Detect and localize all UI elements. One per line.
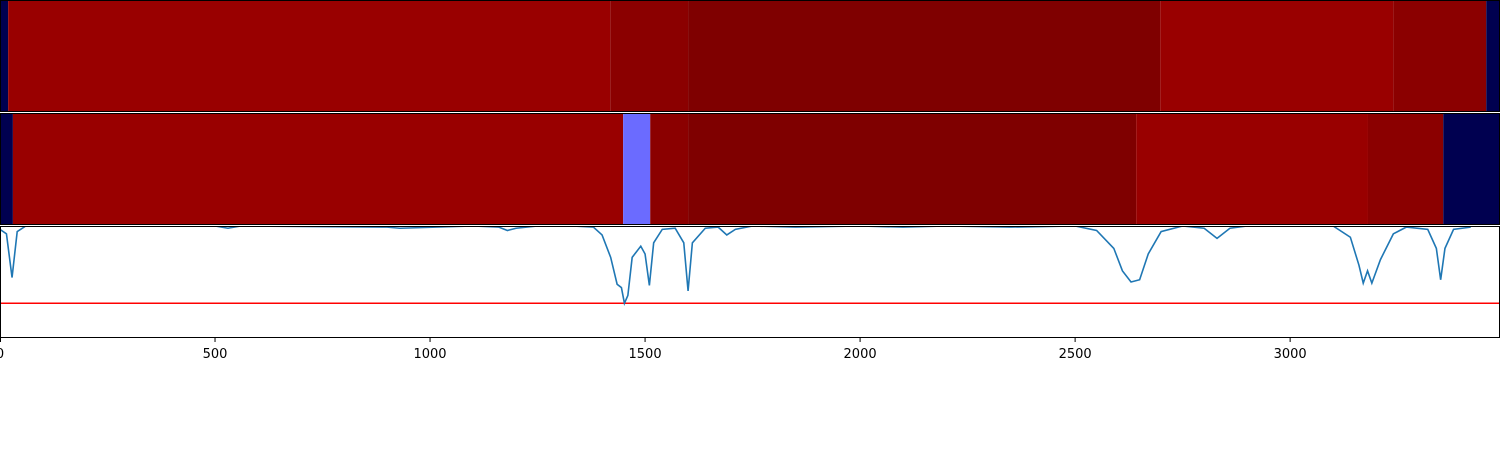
x-tick-label: 2000 <box>844 347 877 362</box>
segment <box>12 113 624 225</box>
segment <box>1136 113 1368 225</box>
x-tick-label: 2500 <box>1059 347 1092 362</box>
segment <box>0 113 13 225</box>
segment <box>1486 0 1500 112</box>
segment <box>1367 113 1444 225</box>
x-tick-label: 500 <box>203 347 228 362</box>
x-tick-label: 0 <box>0 347 4 362</box>
segment <box>0 0 9 112</box>
segment <box>688 0 1161 112</box>
segment <box>1393 0 1487 112</box>
panel-frame <box>0 226 1500 338</box>
segment <box>1160 0 1394 112</box>
segment <box>688 113 1137 225</box>
data-line <box>0 226 1471 306</box>
segment <box>1443 113 1500 225</box>
x-tick-label: 1000 <box>413 347 446 362</box>
segment <box>650 113 689 225</box>
x-tick-label: 3000 <box>1274 347 1307 362</box>
x-tick-label: 1500 <box>629 347 662 362</box>
segment <box>610 0 689 112</box>
segment <box>623 113 651 225</box>
segment <box>8 0 611 112</box>
